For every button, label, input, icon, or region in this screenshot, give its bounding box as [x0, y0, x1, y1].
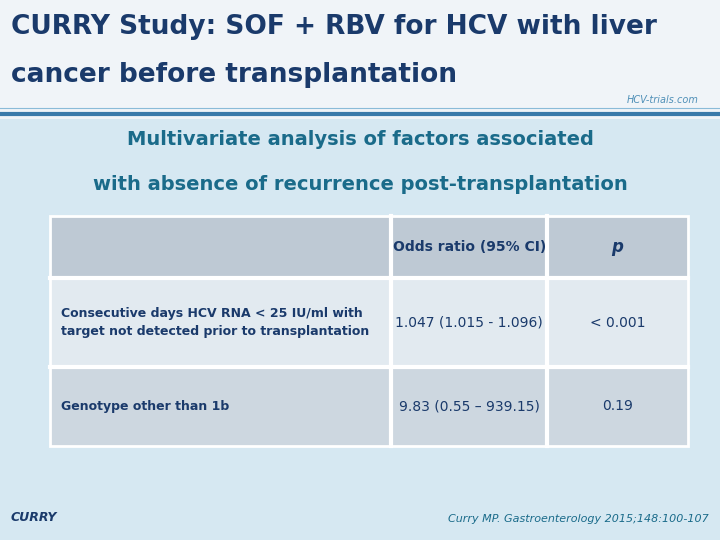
Text: p: p — [611, 238, 624, 256]
Text: 9.83 (0.55 – 939.15): 9.83 (0.55 – 939.15) — [399, 400, 540, 413]
Text: Multivariate analysis of factors associated: Multivariate analysis of factors associa… — [127, 130, 593, 148]
Bar — [50, 278, 688, 367]
Text: Odds ratio (95% CI): Odds ratio (95% CI) — [392, 240, 546, 254]
Text: 1.047 (1.015 - 1.096): 1.047 (1.015 - 1.096) — [395, 316, 543, 329]
Text: 0.19: 0.19 — [602, 400, 633, 413]
Text: Curry MP. Gastroenterology 2015;148:100-107: Curry MP. Gastroenterology 2015;148:100-… — [449, 514, 709, 524]
Bar — [50, 367, 688, 446]
Bar — [0, 0, 720, 119]
Bar — [50, 216, 688, 278]
Text: with absence of recurrence post-transplantation: with absence of recurrence post-transpla… — [93, 176, 627, 194]
Text: CURRY: CURRY — [11, 511, 57, 524]
Text: cancer before transplantation: cancer before transplantation — [11, 62, 456, 88]
Text: HCV-trials.com: HCV-trials.com — [626, 95, 698, 105]
Text: CURRY Study: SOF + RBV for HCV with liver: CURRY Study: SOF + RBV for HCV with live… — [11, 14, 657, 39]
Text: < 0.001: < 0.001 — [590, 316, 645, 329]
Text: Genotype other than 1b: Genotype other than 1b — [61, 400, 230, 413]
Text: Consecutive days HCV RNA < 25 IU/ml with
target not detected prior to transplant: Consecutive days HCV RNA < 25 IU/ml with… — [61, 307, 369, 338]
Bar — [50, 216, 688, 446]
